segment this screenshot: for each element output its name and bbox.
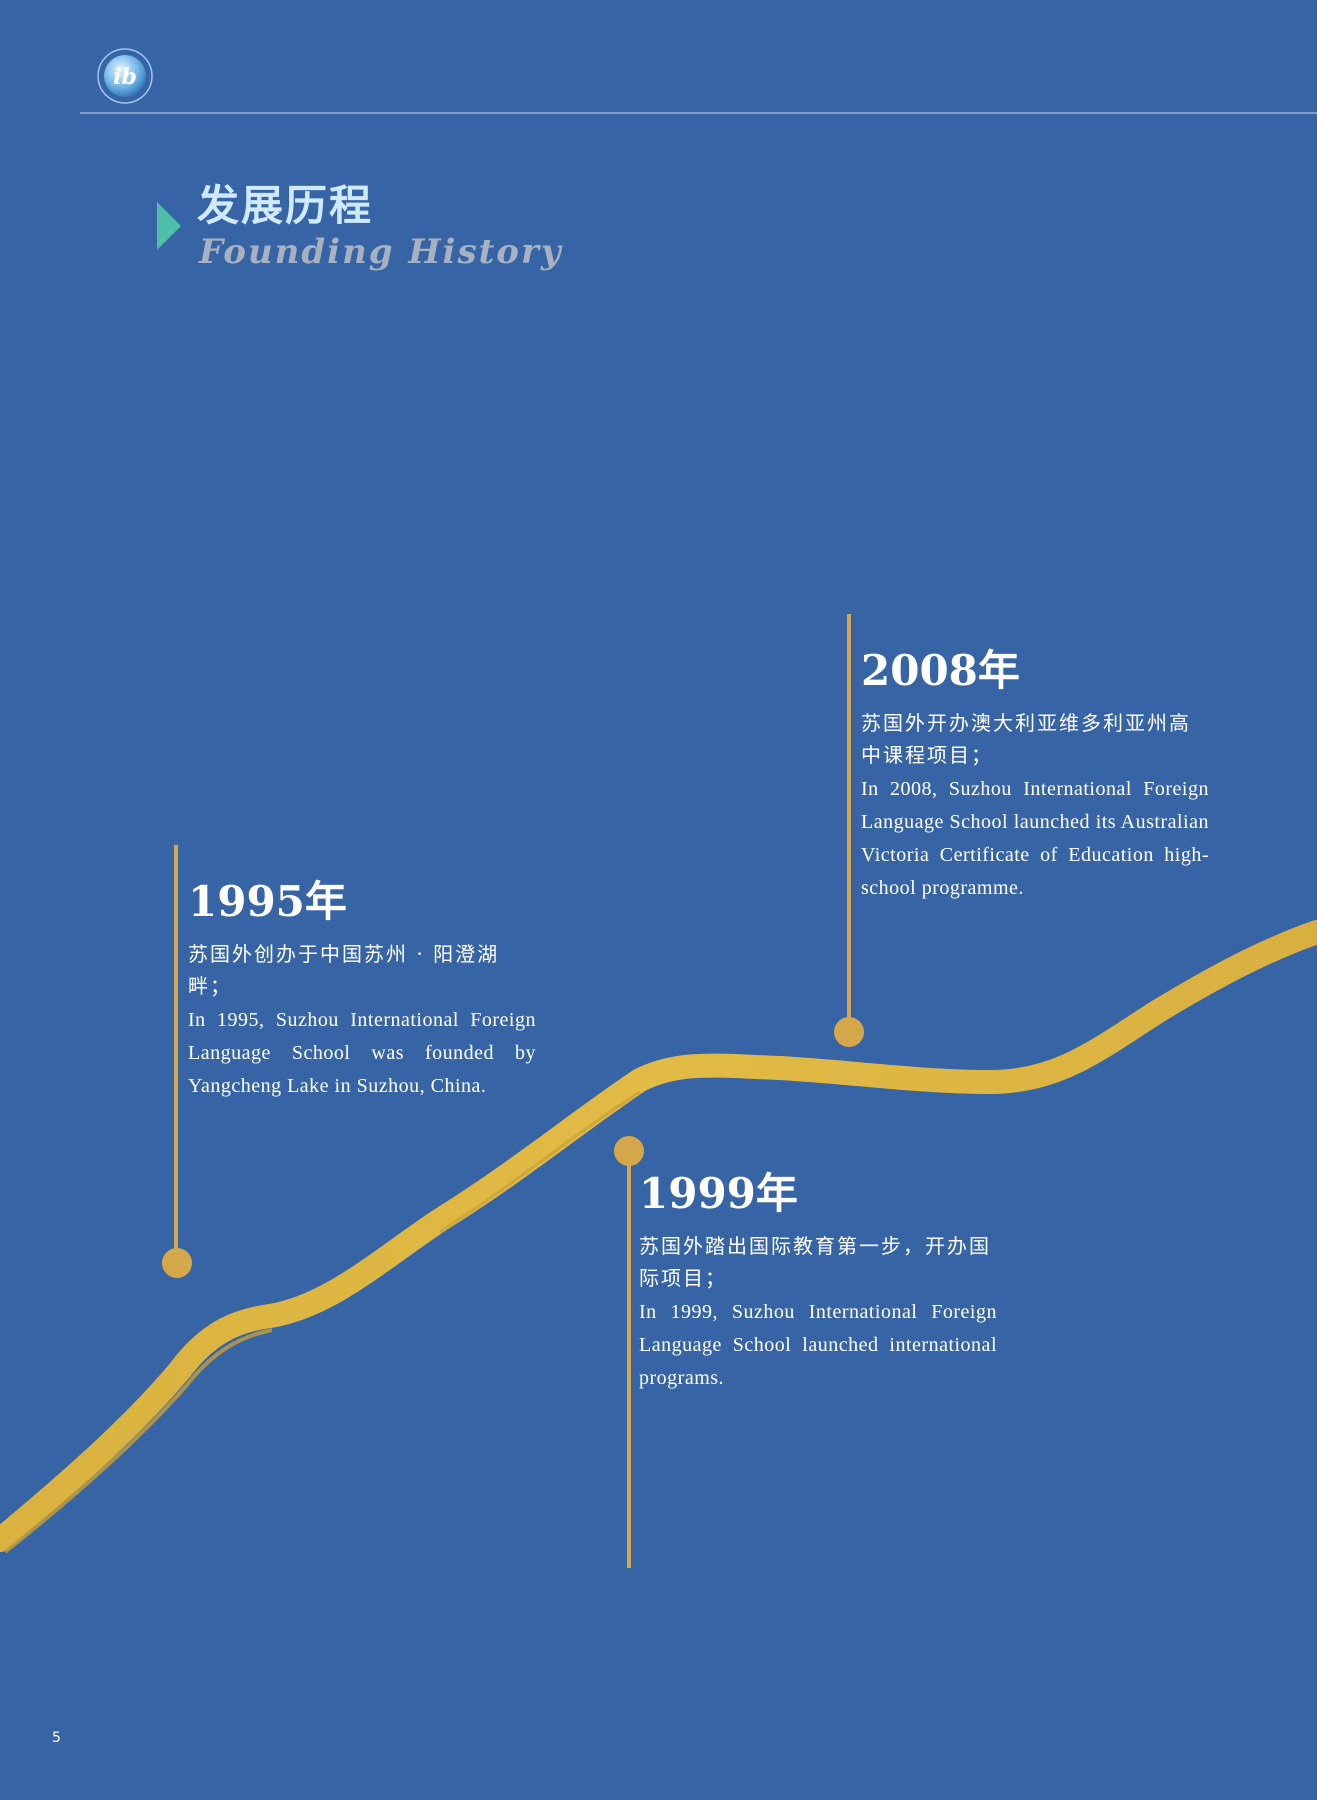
timeline-event-1995: 1995年 苏国外创办于中国苏州 · 阳澄湖畔； In 1995, Suzhou… xyxy=(188,876,536,1103)
title-arrow-icon xyxy=(157,202,181,250)
timeline-dot-2008 xyxy=(834,1017,864,1047)
timeline-event-2008: 2008年 苏国外开办澳大利亚维多利亚州高中课程项目； In 2008, Suz… xyxy=(861,645,1209,905)
timeline-dot-1995 xyxy=(162,1248,192,1278)
section-title-en: Founding History xyxy=(199,232,563,272)
timeline-stem-1999 xyxy=(627,1145,631,1568)
event-description-cn: 苏国外踏出国际教育第一步，开办国际项目； xyxy=(639,1234,991,1290)
event-year: 1999年 xyxy=(639,1169,798,1218)
ib-logo-icon: ib xyxy=(97,48,153,104)
event-year: 2008年 xyxy=(861,646,1020,695)
timeline-stem-1995 xyxy=(174,845,178,1265)
timeline-event-1999: 1999年 苏国外踏出国际教育第一步，开办国际项目； In 1999, Suzh… xyxy=(639,1168,997,1395)
event-year: 1995年 xyxy=(188,877,347,926)
header-divider xyxy=(80,112,1317,114)
event-description-en: In 1995, Suzhou International Foreign La… xyxy=(188,1009,536,1097)
page-number: 5 xyxy=(52,1730,61,1746)
event-description-cn: 苏国外创办于中国苏州 · 阳澄湖畔； xyxy=(188,942,500,998)
event-description-cn: 苏国外开办澳大利亚维多利亚州高中课程项目； xyxy=(861,711,1191,767)
section-title-cn: 发展历程 xyxy=(197,181,374,230)
svg-text:ib: ib xyxy=(113,64,137,90)
event-description-en: In 2008, Suzhou International Foreign La… xyxy=(861,778,1209,899)
event-description-en: In 1999, Suzhou International Foreign La… xyxy=(639,1301,997,1389)
timeline-stem-2008 xyxy=(847,614,851,1034)
timeline-dot-1999 xyxy=(614,1136,644,1166)
